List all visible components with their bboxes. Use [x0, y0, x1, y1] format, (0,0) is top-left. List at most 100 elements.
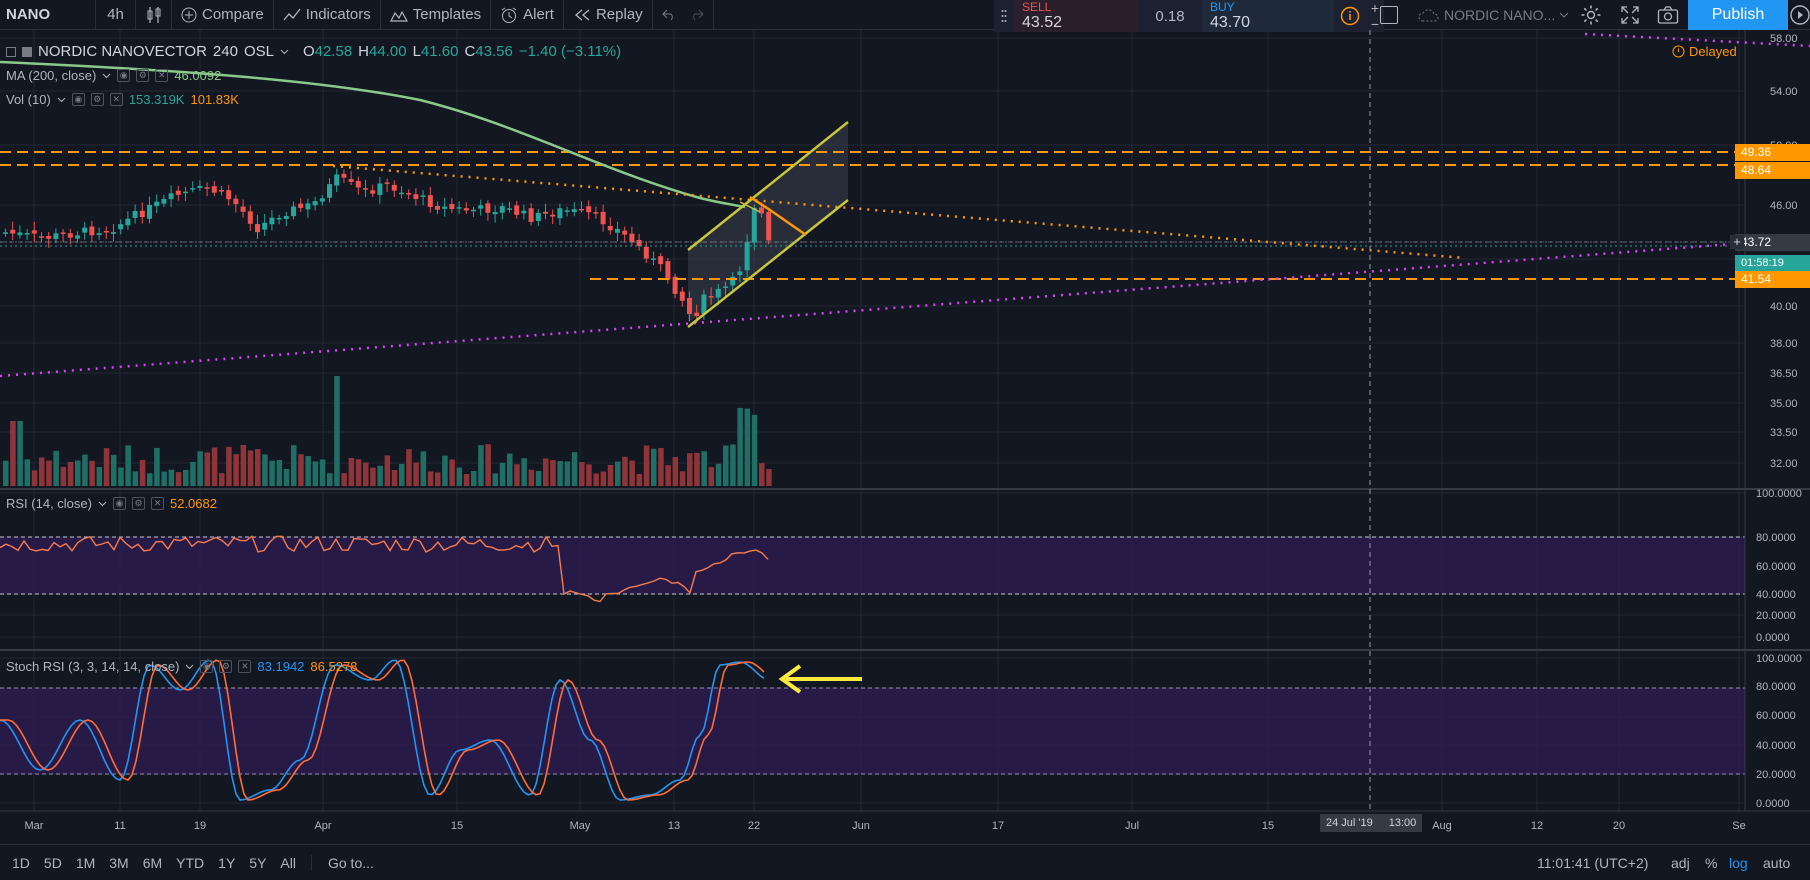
visibility-icon[interactable]: ◉ [200, 660, 214, 673]
legend-symbol-title[interactable]: NORDIC NANOVECTOR [38, 43, 207, 60]
price-axis[interactable]: 58.0054.0050.0046.0042.0040.0038.0036.50… [1770, 33, 1798, 470]
bottom-toolbar: 1D 5D 1M 3M 6M YTD 1Y 5Y All Go to... 11… [0, 844, 1810, 880]
range-1y[interactable]: 1Y [218, 854, 236, 871]
close-icon[interactable]: ✕ [238, 660, 252, 673]
stoch-d-line[interactable] [0, 659, 765, 801]
top-toolbar: NANO 4h Compare Indicators Templates Ale… [0, 0, 1810, 30]
range-ytd[interactable]: YTD [176, 854, 205, 871]
add-plus-icon[interactable]: + [1730, 235, 1744, 249]
candle-body [132, 211, 138, 218]
symbol-search[interactable]: NANO [0, 0, 96, 30]
upper-pink-trendline[interactable] [1584, 32, 1810, 48]
close-icon[interactable]: ✕ [150, 497, 164, 510]
quantity-stepper[interactable]: + − [1366, 0, 1384, 32]
ascending-trendline[interactable] [0, 241, 1746, 378]
stoch-k-line[interactable] [0, 659, 765, 801]
candle-body [715, 288, 721, 298]
annotation-arrow[interactable] [778, 664, 862, 694]
plus-icon[interactable]: + [1370, 0, 1380, 16]
volume-bar [363, 462, 369, 486]
ma-200-line[interactable] [0, 60, 746, 209]
crosshair-time: 13:00 [1388, 817, 1417, 829]
range-6m[interactable]: 6M [142, 854, 163, 871]
undo-icon[interactable] [661, 9, 676, 21]
chevron-down-icon[interactable] [102, 73, 111, 79]
fullscreen-icon[interactable] [1620, 5, 1640, 25]
range-5d[interactable]: 5D [43, 854, 62, 871]
time-axis[interactable]: Mar 11 19 Apr 15 May 13 22 Jun 17 Jul 15 Aug 12 20 Se [25, 820, 1746, 832]
chevron-down-icon[interactable] [185, 664, 194, 670]
layout-square-icon[interactable] [1380, 6, 1398, 24]
percent-toggle[interactable]: % [1705, 854, 1718, 871]
candle-body [240, 206, 246, 212]
close-icon[interactable]: ✕ [155, 69, 169, 82]
replay-button[interactable]: Replay [564, 0, 653, 30]
settings-icon[interactable]: ⚙ [131, 497, 145, 510]
goto-button[interactable]: Go to... [310, 854, 381, 871]
alert-button[interactable]: Alert [491, 0, 564, 30]
volume-bar [147, 473, 153, 486]
settings-icon[interactable]: ⚙ [219, 660, 233, 673]
chart-style-button[interactable] [136, 0, 172, 30]
range-3m[interactable]: 3M [109, 854, 129, 871]
projection-line[interactable] [749, 195, 807, 237]
candle-body [399, 192, 404, 195]
chevron-down-icon[interactable] [280, 49, 289, 55]
channel-upper-line[interactable] [687, 121, 849, 251]
range-1d[interactable]: 1D [12, 854, 30, 871]
interval-button[interactable]: 4h [96, 0, 136, 30]
stoch-label[interactable]: Stoch RSI (3, 3, 14, 14, close) [6, 659, 180, 674]
volume-bar [672, 457, 679, 486]
delayed-badge[interactable]: Delayed [1672, 44, 1737, 59]
templates-button[interactable]: Templates [381, 0, 492, 30]
channel-lower-line[interactable] [687, 199, 849, 328]
visibility-icon[interactable]: ◉ [112, 497, 126, 510]
redo-icon[interactable] [690, 9, 704, 21]
collapse-square-icon[interactable] [6, 46, 16, 57]
chevron-down-icon[interactable] [98, 501, 107, 507]
log-toggle[interactable]: log [1729, 854, 1748, 871]
indicators-button[interactable]: Indicators [274, 0, 381, 30]
visibility-icon[interactable]: ◉ [71, 93, 85, 106]
volume-bar [694, 452, 700, 486]
stoch-axis[interactable]: 100.0000 80.0000 60.0000 40.0000 20.0000 0.00… [1756, 653, 1802, 810]
chart-canvas[interactable]: 58.0054.0050.0046.0042.0040.0038.0036.50… [0, 30, 1810, 844]
candle-body [615, 228, 620, 233]
chevron-down-icon[interactable] [57, 97, 66, 103]
settings-icon[interactable]: ⚙ [90, 93, 104, 106]
gear-icon[interactable] [1580, 4, 1602, 26]
minus-icon[interactable]: − [1370, 16, 1380, 32]
range-5y[interactable]: 5Y [249, 854, 267, 871]
compare-label: Compare [202, 6, 264, 23]
volume-bar [586, 464, 592, 486]
publish-button[interactable]: Publish [1688, 0, 1788, 30]
play-circle-icon[interactable] [1790, 5, 1810, 25]
rsi-label[interactable]: RSI (14, close) [6, 496, 92, 511]
settings-icon[interactable]: ⚙ [136, 69, 150, 82]
sell-button[interactable]: SELL 43.52 [1014, 0, 1138, 32]
chart-layout-selector[interactable]: NORDIC NANO... [1418, 2, 1570, 28]
compare-button[interactable]: Compare [172, 0, 274, 30]
rsi-line[interactable] [0, 535, 769, 603]
legend-change: −1.40 (−3.11%) [518, 43, 622, 60]
time-tick: 22 [748, 820, 760, 832]
close-icon[interactable]: ✕ [109, 93, 123, 106]
auto-toggle[interactable]: auto [1763, 854, 1791, 871]
rsi-axis[interactable]: 100.0000 80.0000 60.0000 40.0000 20.0000 0.00… [1756, 488, 1802, 644]
drag-handle[interactable] [994, 0, 1014, 32]
time-tick: May [570, 820, 591, 832]
sell-label: SELL [1022, 0, 1052, 14]
info-button[interactable] [1334, 0, 1366, 32]
ma-label[interactable]: MA (200, close) [6, 68, 97, 83]
range-all[interactable]: All [280, 854, 296, 871]
volume-label[interactable]: Vol (10) [6, 92, 51, 107]
volume-bar [449, 459, 455, 486]
volume-bar [283, 468, 290, 486]
volume-bar [391, 470, 398, 486]
clock-display[interactable]: 11:01:41 (UTC+2) [1537, 854, 1649, 871]
visibility-icon[interactable]: ◉ [117, 69, 131, 82]
range-1m[interactable]: 1M [75, 854, 96, 871]
buy-button[interactable]: BUY 43.70 [1202, 0, 1334, 32]
camera-icon[interactable] [1657, 5, 1679, 25]
adj-toggle[interactable]: adj [1671, 854, 1690, 871]
